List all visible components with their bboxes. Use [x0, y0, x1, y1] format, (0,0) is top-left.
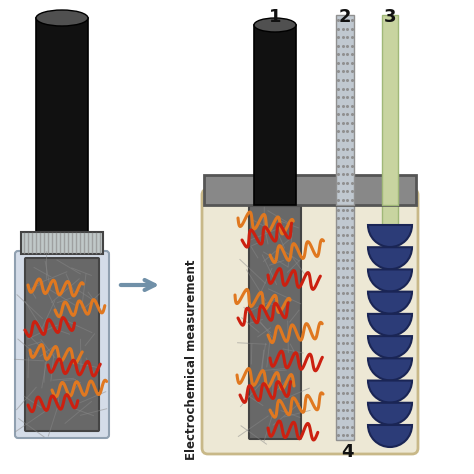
- Wedge shape: [368, 269, 412, 292]
- Wedge shape: [368, 314, 412, 336]
- Bar: [382, 15, 398, 205]
- FancyBboxPatch shape: [202, 189, 418, 454]
- Text: 3: 3: [384, 8, 396, 26]
- Bar: [382, 205, 398, 440]
- Ellipse shape: [36, 10, 88, 26]
- Bar: [21, 232, 103, 254]
- Bar: [336, 15, 354, 205]
- Bar: [204, 175, 416, 205]
- Wedge shape: [368, 425, 412, 447]
- FancyBboxPatch shape: [36, 18, 88, 232]
- Wedge shape: [368, 225, 412, 247]
- Text: Electrochemical measurement: Electrochemical measurement: [185, 259, 199, 460]
- Wedge shape: [368, 292, 412, 314]
- FancyBboxPatch shape: [25, 258, 99, 431]
- Text: 4: 4: [341, 443, 353, 461]
- FancyBboxPatch shape: [249, 206, 301, 439]
- Wedge shape: [368, 403, 412, 425]
- Wedge shape: [368, 336, 412, 358]
- Bar: [254, 25, 296, 205]
- FancyBboxPatch shape: [15, 251, 109, 438]
- Text: 1: 1: [269, 8, 281, 26]
- Wedge shape: [368, 358, 412, 380]
- Bar: [336, 205, 354, 440]
- Ellipse shape: [254, 18, 296, 32]
- Text: 2: 2: [339, 8, 351, 26]
- Wedge shape: [368, 381, 412, 402]
- Wedge shape: [368, 247, 412, 269]
